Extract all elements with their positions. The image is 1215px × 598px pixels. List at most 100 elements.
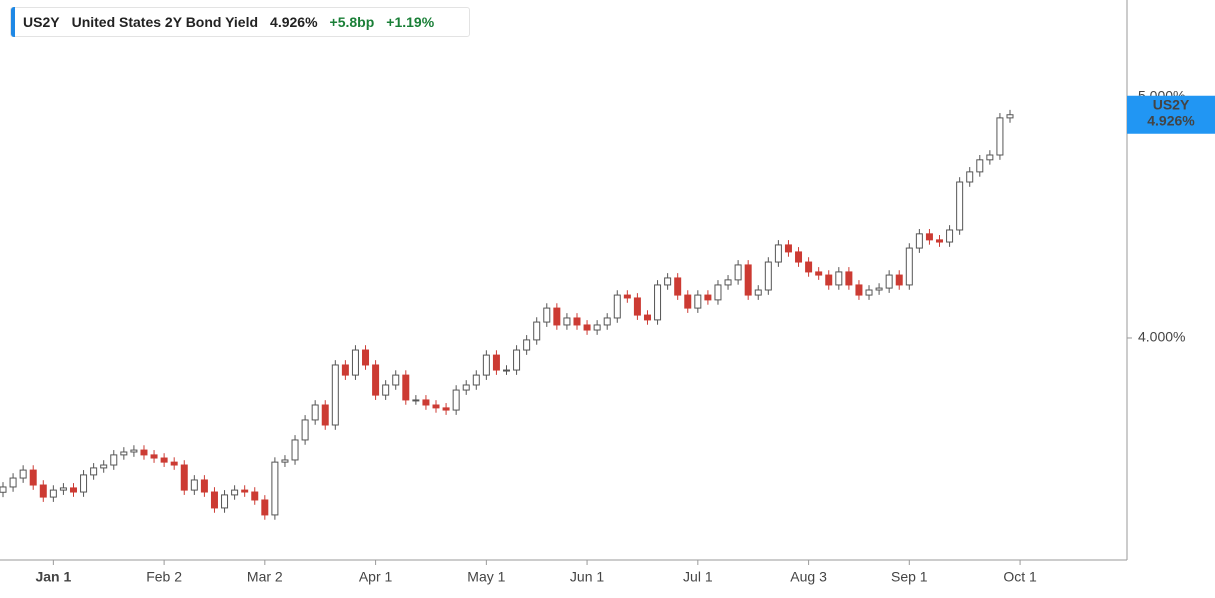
candle-body: [664, 277, 672, 286]
candle-body: [261, 499, 269, 516]
candle-body: [462, 384, 470, 391]
candle-body: [734, 264, 742, 281]
candle-body: [583, 324, 591, 331]
candle-body: [704, 294, 712, 301]
candle-body: [996, 117, 1004, 156]
quote-header: US2Y United States 2Y Bond Yield 4.926% …: [10, 7, 470, 37]
candle-body: [100, 464, 108, 469]
candle-body: [0, 486, 7, 493]
candle-body: [472, 374, 480, 386]
candle-body: [19, 469, 27, 479]
candle-body: [654, 284, 662, 321]
candle-body: [140, 449, 148, 456]
candle-body: [513, 349, 521, 371]
candle-body: [543, 307, 551, 323]
candle-body: [825, 274, 833, 286]
candle-body: [281, 459, 289, 463]
candle-body: [432, 404, 440, 409]
x-tick-label: Aug 3: [790, 569, 827, 585]
candle-body: [90, 467, 98, 476]
candle-body: [362, 349, 370, 366]
candle-body: [563, 317, 571, 326]
x-tick-label: Jan 1: [35, 569, 71, 585]
candle-body: [694, 294, 702, 309]
candle-body: [49, 489, 57, 498]
last-price-value: 4.926%: [1147, 112, 1195, 128]
candle-body: [623, 294, 631, 299]
candle-body: [180, 464, 188, 491]
x-tick-label: Jul 1: [683, 569, 713, 585]
candle-body: [9, 477, 17, 488]
candle-body: [905, 247, 913, 286]
candle-body: [170, 461, 178, 466]
candle-body: [80, 474, 88, 493]
candle-body: [321, 404, 329, 426]
candle-body: [291, 439, 299, 461]
instrument-name: United States 2Y Bond Yield: [71, 14, 259, 30]
candle-body: [684, 294, 692, 309]
candle-body: [382, 384, 390, 396]
candle-body: [764, 261, 772, 291]
candle-body: [885, 274, 893, 289]
candle-body: [39, 484, 47, 498]
candle-body: [251, 491, 259, 501]
candle-body: [865, 289, 873, 296]
candle-body: [59, 487, 67, 491]
candle-body: [603, 317, 611, 326]
candle-body: [674, 277, 682, 296]
candle-body: [613, 294, 621, 319]
candle-body: [120, 451, 128, 456]
candle-body: [986, 154, 994, 161]
candle-body: [573, 317, 581, 326]
candle-body: [69, 487, 77, 493]
candle-body: [341, 364, 349, 376]
candle-body: [231, 489, 239, 496]
candle-body: [331, 364, 339, 426]
candle-body: [835, 271, 843, 286]
change: +5.8bp: [329, 14, 375, 30]
candle-body: [553, 307, 561, 326]
candle-body: [724, 279, 732, 286]
candle-body: [946, 229, 954, 243]
candle-body: [815, 271, 823, 276]
candle-body: [845, 271, 853, 286]
y-tick-label: 4.000%: [1138, 329, 1185, 345]
candle-body: [351, 349, 359, 376]
candle-body: [422, 399, 430, 406]
candle-body: [110, 454, 118, 466]
x-tick-label: May 1: [467, 569, 505, 585]
candle-body: [895, 274, 903, 286]
candle-body: [241, 489, 249, 493]
x-tick-label: Apr 1: [359, 569, 393, 585]
candle-body: [150, 454, 158, 459]
candle-body: [190, 479, 198, 491]
candle-body: [774, 244, 782, 263]
candle-body: [200, 479, 208, 493]
candle-body: [160, 457, 168, 463]
candle-body: [392, 374, 400, 386]
candle-body: [412, 399, 420, 402]
accent-bar: [11, 7, 15, 37]
candle-body: [936, 239, 944, 243]
symbol: US2Y: [23, 14, 60, 30]
candle-body: [442, 407, 450, 411]
candle-body: [875, 287, 883, 291]
candle-body: [855, 284, 863, 296]
candle-body: [503, 369, 510, 372]
candle-body: [754, 289, 762, 296]
candle-body: [976, 159, 984, 173]
candle-body: [633, 297, 641, 316]
candle-body: [915, 233, 923, 249]
last-price-symbol: US2Y: [1153, 96, 1190, 112]
x-tick-label: Sep 1: [891, 569, 928, 585]
x-tick-label: Mar 2: [247, 569, 283, 585]
change-percent: +1.19%: [386, 14, 435, 30]
price: 4.926%: [270, 14, 318, 30]
candle-body: [29, 469, 37, 486]
x-tick-label: Feb 2: [146, 569, 182, 585]
candle-body: [1006, 114, 1014, 119]
candle-body: [966, 171, 974, 183]
